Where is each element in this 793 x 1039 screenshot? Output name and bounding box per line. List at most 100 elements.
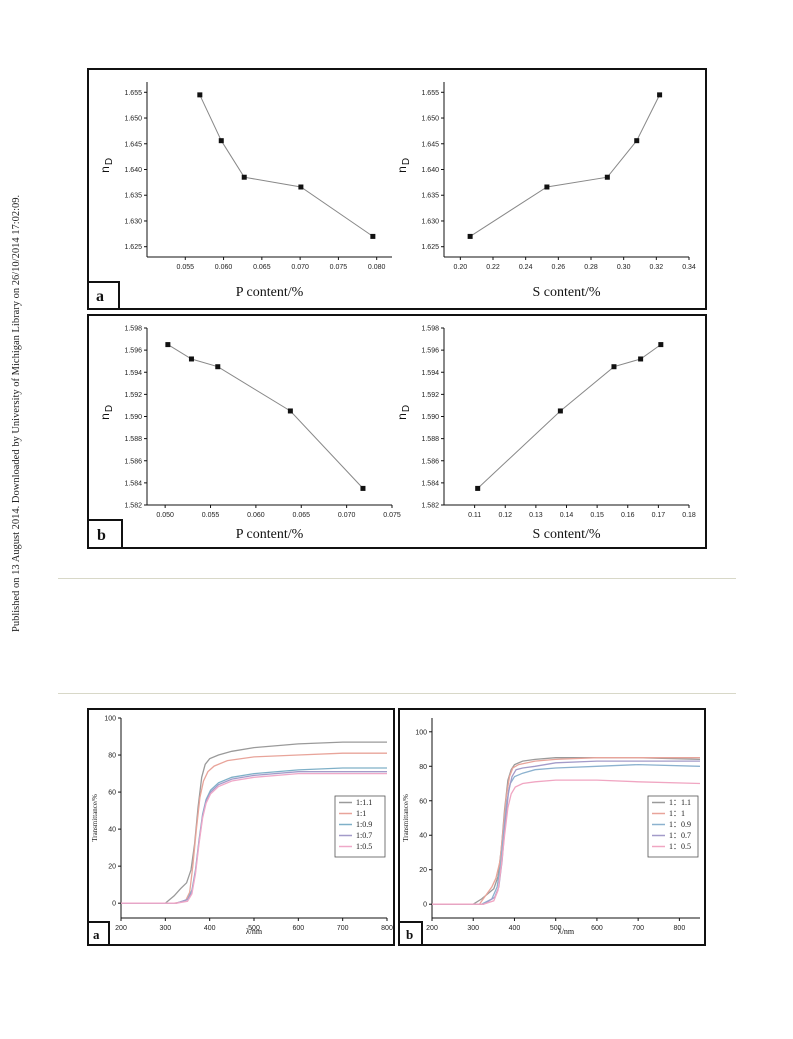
panel-label: a <box>96 288 104 305</box>
x-tick-label: 0.13 <box>529 512 543 519</box>
series-line <box>477 344 662 489</box>
data-point <box>657 92 663 98</box>
x-tick-label: 0.17 <box>652 512 666 519</box>
x-tick-label: 0.14 <box>560 512 574 519</box>
x-tick-label: 0.065 <box>253 264 271 271</box>
legend-entry: 1:1.1 <box>356 798 372 807</box>
y-tick-label: 1.596 <box>421 348 439 355</box>
y-axis-label-subscript: D <box>104 158 115 165</box>
x-tick-label: 0.070 <box>291 264 309 271</box>
x-tick-label: 300 <box>467 925 479 932</box>
chart-b-right: 0.11 0.12 0.13 0.14 0.15 0.16 0.17 0.18 1.582 1.5… <box>395 326 696 543</box>
x-tick-label: 400 <box>509 925 521 932</box>
chart-transmittance-b: 200 300 400 500 600 700 800 0 20 40 60 80 100 λ/nm Tra… <box>402 718 701 936</box>
x-tick-label: 600 <box>591 925 603 932</box>
separator-line <box>58 693 736 694</box>
x-tick-label: 700 <box>337 925 349 932</box>
chart-transmittance-a: 200 300 400 500 600 700 800 0 20 40 60 80 100 λ/nm Tra… <box>91 716 393 937</box>
x-tick-label: 0.34 <box>682 264 696 271</box>
x-tick-label: 0.28 <box>584 264 598 271</box>
y-tick-label: 1.582 <box>421 503 439 510</box>
x-axis-label: S content/% <box>532 527 600 542</box>
x-tick-label: 0.26 <box>552 264 566 271</box>
y-tick-label: 1.640 <box>421 167 439 174</box>
x-tick-label: 0.055 <box>177 264 195 271</box>
data-point <box>604 174 610 180</box>
y-tick-label: 1.635 <box>124 193 142 200</box>
y-tick-label: 100 <box>415 729 427 736</box>
x-tick-label: 200 <box>426 925 438 932</box>
data-point <box>360 485 366 491</box>
data-point <box>634 138 640 144</box>
y-axis-label-subscript: D <box>401 405 412 412</box>
x-tick-label: 0.075 <box>330 264 348 271</box>
panel-label: b <box>97 527 106 544</box>
data-point <box>475 485 481 491</box>
data-point <box>188 356 194 362</box>
y-tick-label: 80 <box>419 764 427 771</box>
y-tick-label: 1.586 <box>421 458 439 465</box>
x-tick-label: 0.18 <box>682 512 696 519</box>
series-line <box>469 94 661 237</box>
y-tick-label: 0 <box>423 902 427 909</box>
chart-b-left: 0.050 0.055 0.060 0.065 0.070 0.075 1.582 1.584… <box>98 326 401 543</box>
series-line-1 <box>121 752 387 904</box>
series-line-4 <box>121 772 387 904</box>
y-tick-label: 1.584 <box>421 480 439 487</box>
y-tick-label: 20 <box>108 864 116 871</box>
x-tick-label: 800 <box>674 925 686 932</box>
y-tick-label: 40 <box>419 833 427 840</box>
data-point <box>638 356 644 362</box>
x-tick-label: 0.11 <box>468 512 481 519</box>
figure-frame-a-transmittance: 200 300 400 500 600 700 800 0 20 40 60 80 100 λ/nm Tra… <box>87 708 395 946</box>
x-tick-label: 0.30 <box>617 264 631 271</box>
y-tick-label: 1.630 <box>421 218 439 225</box>
y-tick-label: 1.645 <box>421 141 439 148</box>
y-tick-label: 60 <box>419 798 427 805</box>
legend-entry: 1:0.5 <box>356 842 372 851</box>
x-tick-label: 400 <box>204 925 216 932</box>
y-axis-label: n <box>395 166 409 173</box>
x-tick-label: 500 <box>248 925 260 932</box>
y-axis-label: n <box>98 166 112 173</box>
x-axis-label: λ/nm <box>246 927 263 936</box>
legend-entry: 1:0.7 <box>356 831 372 840</box>
panel-label: b <box>406 927 413 942</box>
panel-label: a <box>93 927 100 942</box>
y-tick-label: 1.650 <box>421 116 439 123</box>
y-tick-label: 1.592 <box>124 392 142 399</box>
y-tick-label: 1.592 <box>421 392 439 399</box>
x-tick-label: 0.22 <box>486 264 500 271</box>
figure-frame-b-transmittance: 200 300 400 500 600 700 800 0 20 40 60 80 100 λ/nm Tra… <box>398 708 706 946</box>
legend-entry: 1:0.9 <box>356 820 372 829</box>
x-tick-label: 0.32 <box>650 264 664 271</box>
y-tick-label: 20 <box>419 867 427 874</box>
y-tick-label: 1.625 <box>124 244 142 251</box>
y-tick-label: 1.586 <box>124 458 142 465</box>
legend-entry: 1：0.5 <box>669 842 691 851</box>
y-axis-label: Transmittance/% <box>91 794 99 842</box>
y-tick-label: 1.598 <box>124 326 142 333</box>
y-tick-label: 1.645 <box>124 141 142 148</box>
data-point <box>215 364 221 370</box>
y-tick-label: 1.625 <box>421 244 439 251</box>
y-tick-label: 1.590 <box>124 414 142 421</box>
x-tick-label: 0.15 <box>590 512 604 519</box>
x-tick-label: 0.060 <box>215 264 233 271</box>
y-tick-label: 100 <box>104 716 116 723</box>
data-point <box>370 233 376 239</box>
y-tick-label: 1.582 <box>124 503 142 510</box>
y-axis-label: Transmittance/% <box>402 794 410 842</box>
x-tick-label: 0.16 <box>621 512 635 519</box>
y-tick-label: 1.588 <box>124 436 142 443</box>
x-tick-label: 700 <box>632 925 644 932</box>
y-tick-label: 1.590 <box>421 414 439 421</box>
data-point <box>658 342 664 348</box>
x-tick-label: 0.20 <box>454 264 468 271</box>
data-point <box>611 364 617 370</box>
publication-note: Published on 13 August 2014. Downloaded … <box>11 194 22 632</box>
legend-entry: 1：0.9 <box>669 820 691 829</box>
legend-entry: 1:1 <box>356 809 366 818</box>
x-axis-label: λ/nm <box>558 927 575 936</box>
